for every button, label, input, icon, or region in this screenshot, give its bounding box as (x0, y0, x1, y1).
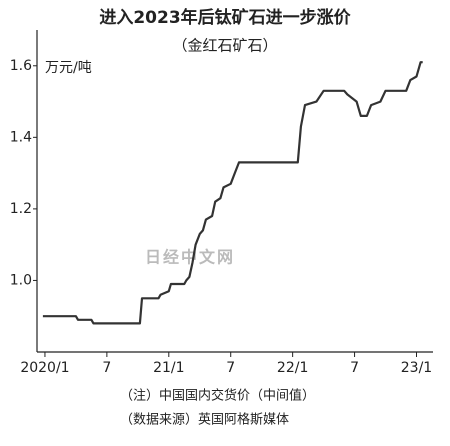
y-tick-label: 1.0 (10, 272, 32, 288)
x-tick-label: 21/1 (153, 360, 184, 376)
price-line (42, 61, 423, 325)
y-tick-label: 1.2 (10, 201, 32, 217)
x-tick-label: 2020/1 (20, 360, 69, 376)
y-tick-label: 1.4 (10, 129, 32, 145)
x-tick-label: 7 (350, 360, 359, 376)
chart-title: 进入2023年后钛矿石进一步涨价 (99, 7, 351, 28)
source: （数据来源）英国阿格斯媒体 (120, 412, 289, 428)
x-tick-label: 7 (226, 360, 235, 376)
x-tick-label: 22/1 (277, 360, 308, 376)
y-axis-label: 万元/吨 (45, 60, 92, 76)
x-tick-label: 23/1 (401, 360, 432, 376)
y-tick-label: 1.6 (10, 58, 32, 74)
note: （注）中国国内交货价（中间值） (120, 388, 315, 404)
watermark: 日经中文网 (145, 248, 235, 267)
x-tick-label: 7 (102, 360, 111, 376)
chart-subtitle: （金红石矿石） (172, 37, 277, 55)
